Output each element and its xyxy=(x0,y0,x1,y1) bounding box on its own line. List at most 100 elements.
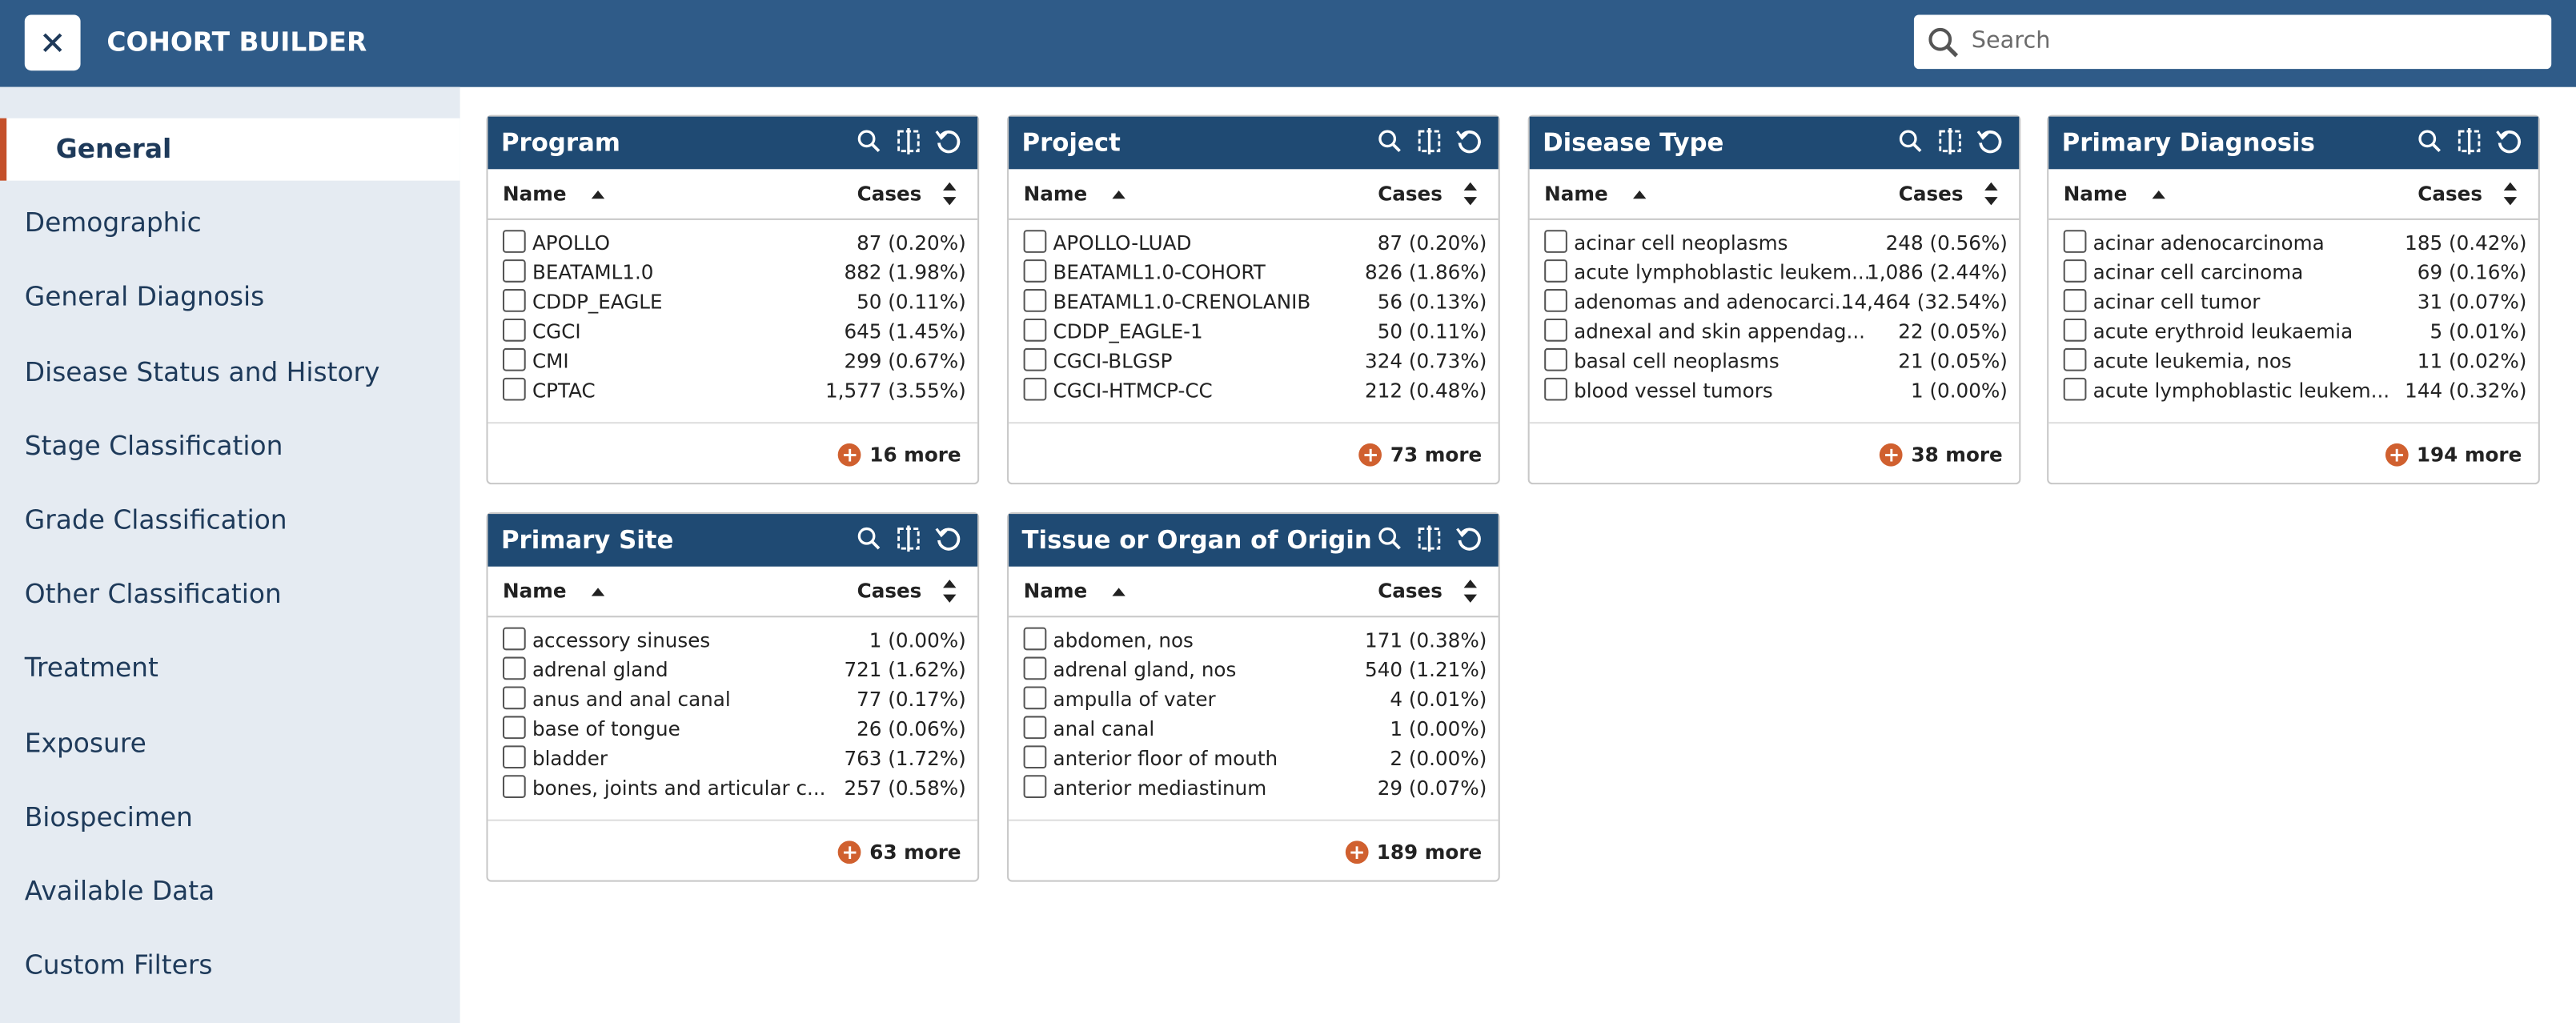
checkbox[interactable] xyxy=(1023,377,1047,401)
checkbox[interactable] xyxy=(1544,230,1567,253)
checkbox[interactable] xyxy=(1544,347,1567,371)
nav-item[interactable]: Demographic xyxy=(24,207,202,239)
reset-icon[interactable] xyxy=(2495,128,2522,154)
checkbox[interactable] xyxy=(2063,289,2087,312)
name-column[interactable]: Name xyxy=(1024,580,1127,603)
nav-item[interactable]: General Diagnosis xyxy=(24,281,265,313)
facet-row: adenomas and adenocarci... 14,464 (32.54%… xyxy=(1530,287,2020,317)
cases-column[interactable]: Cases xyxy=(857,580,922,603)
checkbox[interactable] xyxy=(503,656,526,680)
nav-item[interactable]: Grade Classification xyxy=(24,503,287,536)
checkbox[interactable] xyxy=(2063,347,2087,371)
name-column[interactable]: Name xyxy=(1544,183,1647,205)
close-icon xyxy=(42,33,62,53)
sort-asc xyxy=(1110,183,1127,206)
nav-item[interactable]: Custom Filters xyxy=(24,949,213,981)
nav-item[interactable]: Available Data xyxy=(24,875,215,907)
checkbox[interactable] xyxy=(503,745,526,769)
checkbox[interactable] xyxy=(2063,377,2087,401)
checkbox[interactable] xyxy=(2063,230,2087,253)
more-button[interactable]: +16 more xyxy=(838,443,961,467)
plus-icon: + xyxy=(1358,443,1382,467)
cases-column[interactable]: Cases xyxy=(1899,183,1964,206)
search-icon[interactable] xyxy=(1897,128,1924,154)
checkbox[interactable] xyxy=(503,347,526,371)
more-button[interactable]: +38 more xyxy=(1880,443,2003,467)
more-button[interactable]: +73 more xyxy=(1358,443,1482,467)
checkbox[interactable] xyxy=(1544,289,1567,312)
name-column[interactable]: Name xyxy=(2064,183,2167,205)
checkbox[interactable] xyxy=(1023,318,1047,342)
reset-icon[interactable] xyxy=(1976,128,2003,154)
checkbox[interactable] xyxy=(1023,775,1047,798)
more-button[interactable]: +194 more xyxy=(2385,443,2522,467)
sort-asc xyxy=(589,580,606,603)
invert-icon[interactable] xyxy=(1416,128,1442,154)
card-title: Tissue or Organ of Origin xyxy=(1021,525,1372,556)
row-count: 69 (0.16%) xyxy=(2417,261,2527,284)
cases-column[interactable]: Cases xyxy=(2418,183,2482,206)
name-column[interactable]: Name xyxy=(1024,183,1127,206)
nav-item[interactable]: Stage Classification xyxy=(24,430,283,462)
checkbox[interactable] xyxy=(1544,259,1567,283)
checkbox[interactable] xyxy=(1023,745,1047,769)
checkbox[interactable] xyxy=(503,377,526,401)
checkbox[interactable] xyxy=(2063,318,2087,342)
plus-icon: + xyxy=(838,443,862,467)
checkbox[interactable] xyxy=(503,289,526,312)
sort-asc-icon xyxy=(1111,588,1125,596)
search-icon[interactable] xyxy=(856,128,882,154)
more-button[interactable]: +189 more xyxy=(1345,840,1482,865)
checkbox[interactable] xyxy=(1023,230,1047,253)
reset-icon[interactable] xyxy=(935,128,961,154)
search-box[interactable]: Search xyxy=(1913,14,2552,70)
invert-icon[interactable] xyxy=(896,128,922,154)
search-icon[interactable] xyxy=(1377,525,1403,552)
name-column[interactable]: Name xyxy=(503,580,606,603)
checkbox[interactable] xyxy=(2063,259,2087,283)
nav-item[interactable]: Treatment xyxy=(24,652,158,684)
sort-both xyxy=(2502,181,2519,212)
checkbox[interactable] xyxy=(1023,259,1047,283)
close-button[interactable] xyxy=(24,14,81,71)
checkbox[interactable] xyxy=(1023,347,1047,371)
checkbox[interactable] xyxy=(503,318,526,342)
checkbox[interactable] xyxy=(503,775,526,798)
cases-column[interactable]: Cases xyxy=(857,183,922,206)
search-icon[interactable] xyxy=(2417,128,2443,154)
reset-icon[interactable] xyxy=(1455,128,1482,154)
row-count: 763 (1.72%) xyxy=(844,747,966,771)
checkbox[interactable] xyxy=(503,259,526,283)
reset-icon[interactable] xyxy=(935,525,961,552)
nav-item[interactable]: Exposure xyxy=(24,726,146,758)
row-name: adrenal gland, nos xyxy=(1053,658,1237,682)
search-icon[interactable] xyxy=(1377,128,1403,154)
checkbox[interactable] xyxy=(503,686,526,710)
checkbox[interactable] xyxy=(503,230,526,253)
card-icons xyxy=(1897,128,2002,154)
checkbox[interactable] xyxy=(1544,318,1567,342)
checkbox[interactable] xyxy=(1023,686,1047,710)
row-count: 882 (1.98%) xyxy=(844,261,966,284)
invert-icon[interactable] xyxy=(1416,525,1442,552)
cases-column[interactable]: Cases xyxy=(1378,183,1442,206)
more-button[interactable]: +63 more xyxy=(838,840,961,865)
invert-icon[interactable] xyxy=(1937,128,1964,154)
checkbox[interactable] xyxy=(1023,289,1047,312)
search-icon[interactable] xyxy=(856,525,882,552)
checkbox[interactable] xyxy=(503,716,526,740)
checkbox[interactable] xyxy=(1544,377,1567,401)
invert-icon[interactable] xyxy=(896,525,922,552)
invert-icon[interactable] xyxy=(2456,128,2482,154)
checkbox[interactable] xyxy=(1023,716,1047,740)
nav-item[interactable]: Biospecimen xyxy=(24,800,193,832)
reset-icon[interactable] xyxy=(1455,525,1482,552)
cases-column[interactable]: Cases xyxy=(1378,580,1442,603)
nav-item[interactable]: General xyxy=(0,118,460,181)
checkbox[interactable] xyxy=(1023,656,1047,680)
name-column[interactable]: Name xyxy=(503,183,606,205)
checkbox[interactable] xyxy=(503,627,526,651)
checkbox[interactable] xyxy=(1023,627,1047,651)
nav-item[interactable]: Disease Status and History xyxy=(24,355,380,387)
nav-item[interactable]: Other Classification xyxy=(24,578,282,610)
